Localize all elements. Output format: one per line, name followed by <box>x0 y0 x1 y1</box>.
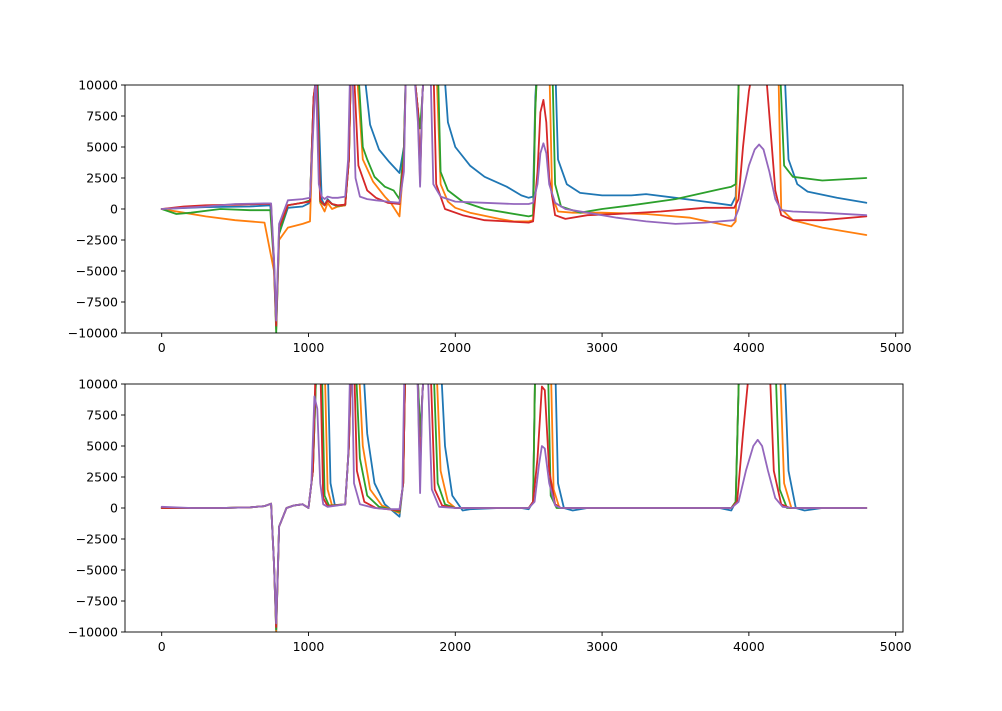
plot-area <box>160 384 868 632</box>
x-tick-label: 2000 <box>439 340 471 355</box>
series-line-5 <box>160 384 868 625</box>
y-tick-label: −10000 <box>68 625 118 640</box>
y-tick-label: −7500 <box>76 295 118 310</box>
y-tick-label: 2500 <box>86 171 118 186</box>
y-tick-label: 10000 <box>78 78 118 93</box>
y-tick-label: 0 <box>110 501 118 516</box>
x-tick-label: 5000 <box>880 340 912 355</box>
y-tick-label: −5000 <box>76 563 118 578</box>
x-tick-label: 1000 <box>293 639 325 654</box>
top-subplot: 0 1000 2000 3000 4000 5000 −10000 −7500 −5000 −25… <box>68 78 912 356</box>
y-tick-label: −2500 <box>76 233 118 248</box>
x-tick-label: 0 <box>158 340 166 355</box>
y-tick-label: 2500 <box>86 470 118 485</box>
y-tick-label: 5000 <box>86 140 118 155</box>
x-tick-label: 4000 <box>733 639 765 654</box>
y-tick-label: −10000 <box>68 326 118 341</box>
y-tick-label: 0 <box>110 202 118 217</box>
y-tick-label: 7500 <box>86 109 118 124</box>
x-tick-label: 0 <box>158 639 166 654</box>
x-tick-label: 5000 <box>880 639 912 654</box>
x-tick-label: 4000 <box>733 340 765 355</box>
x-tick-label: 2000 <box>439 639 471 654</box>
y-tick-label: 10000 <box>78 377 118 392</box>
x-tick-label: 1000 <box>293 340 325 355</box>
series-line-5 <box>160 85 868 322</box>
y-tick-label: 7500 <box>86 408 118 423</box>
y-tick-label: −5000 <box>76 264 118 279</box>
y-tick-label: −7500 <box>76 594 118 609</box>
bottom-subplot: 0 1000 2000 3000 4000 5000 −10000 −7500 −5000 −25… <box>68 377 912 655</box>
x-tick-label: 3000 <box>586 639 618 654</box>
x-tick-label: 3000 <box>586 340 618 355</box>
y-tick-label: 5000 <box>86 439 118 454</box>
plot-area <box>160 85 868 333</box>
y-tick-label: −2500 <box>76 532 118 547</box>
